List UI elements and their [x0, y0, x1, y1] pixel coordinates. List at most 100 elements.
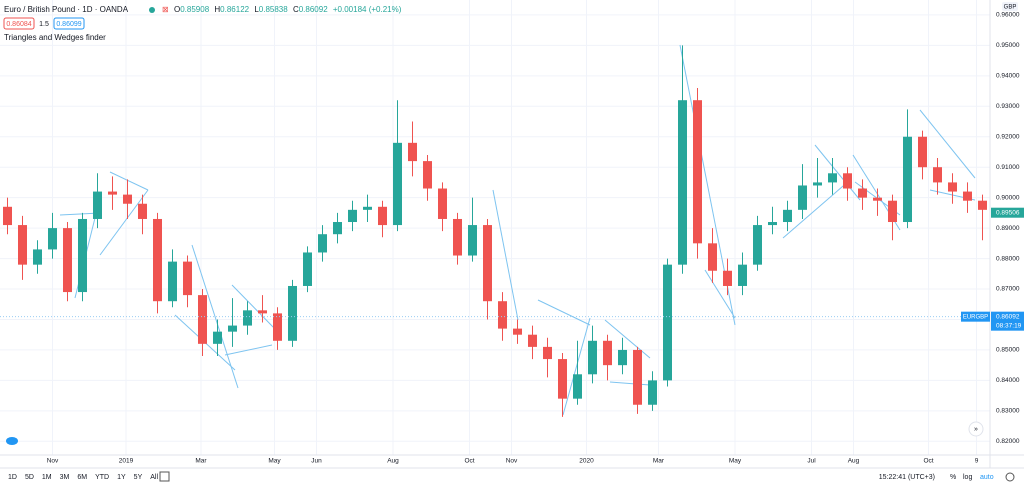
x-tick-label: 9	[975, 458, 979, 465]
y-tick-label: 0.83000	[996, 408, 1020, 415]
x-tick-label: May	[729, 458, 742, 465]
candle-body	[198, 295, 207, 344]
candle-body	[483, 225, 492, 302]
candle-body	[603, 340, 612, 366]
x-tick-label: May	[268, 458, 281, 465]
candle-body	[258, 310, 267, 314]
range-button[interactable]: 5Y	[134, 474, 143, 481]
candle-body	[513, 328, 522, 335]
candle-body	[3, 206, 12, 226]
candle-body	[903, 136, 912, 223]
range-button[interactable]: All	[150, 474, 158, 481]
candle-body	[123, 194, 132, 204]
candle-body	[423, 161, 432, 189]
candle-body	[63, 228, 72, 293]
x-tick-label: Jul	[807, 458, 816, 465]
auto-toggle[interactable]: auto	[980, 474, 994, 481]
candle-body	[618, 349, 627, 366]
candle-body	[558, 359, 567, 399]
range-button[interactable]: YTD	[95, 474, 109, 481]
candle-body	[693, 100, 702, 244]
x-tick-label: Nov	[506, 458, 518, 465]
x-tick-label: Aug	[848, 458, 860, 465]
candle-body	[813, 182, 822, 186]
y-tick-label: 0.91000	[996, 164, 1020, 171]
candle-body	[678, 100, 687, 265]
range-button[interactable]: 1D	[8, 474, 17, 481]
x-tick-label: 2020	[579, 458, 594, 465]
candle-body	[783, 209, 792, 223]
range-button[interactable]: 1M	[42, 474, 52, 481]
x-tick-label: Mar	[653, 458, 665, 465]
range-button[interactable]: 3M	[60, 474, 70, 481]
candles	[3, 45, 987, 417]
y-tick-label: 0.88000	[996, 255, 1020, 262]
currency-badge	[1002, 2, 1018, 11]
log-toggle[interactable]: log	[963, 474, 972, 481]
candle-body	[183, 261, 192, 296]
x-tick-label: Oct	[923, 458, 933, 465]
y-tick-label: 0.84000	[996, 377, 1020, 384]
currency: GBP	[1004, 5, 1017, 11]
candle-body	[288, 285, 297, 341]
candle-body	[528, 334, 537, 347]
candle-body	[108, 191, 117, 195]
axes: 0.820000.830000.840000.850000.860000.870…	[0, 12, 1024, 465]
ohlc: O0.85908 H0.86122 L0.85838 C0.86092 +0.0…	[174, 5, 402, 14]
range-button[interactable]: 1Y	[117, 474, 126, 481]
candle-body	[768, 222, 777, 226]
candle-body	[243, 310, 252, 326]
candle-body	[33, 249, 42, 265]
last-price-symbol-box	[961, 311, 990, 322]
candle-body	[918, 136, 927, 168]
ask: 0.86099	[56, 21, 81, 28]
y-tick-label: 0.90000	[996, 194, 1020, 201]
calendar-icon[interactable]	[159, 471, 170, 482]
candle-body	[858, 188, 867, 198]
candle-body	[408, 142, 417, 162]
y-tick-label: 0.92000	[996, 133, 1020, 140]
candle-body	[363, 206, 372, 210]
ask-box[interactable]	[53, 17, 85, 30]
y-tick-label: 0.95000	[996, 42, 1020, 49]
close-icon[interactable]: ⊠	[162, 5, 169, 14]
candle-body	[723, 270, 732, 286]
range-button[interactable]: 5D	[25, 474, 34, 481]
countdown: 08:37:19	[996, 322, 1022, 329]
spread: 1.5	[39, 21, 49, 28]
percent-toggle[interactable]: %	[950, 474, 956, 481]
candle-body	[648, 380, 657, 405]
candle-body	[573, 374, 582, 399]
y-tick-label: 0.82000	[996, 438, 1020, 445]
cloud-icon[interactable]	[6, 437, 18, 445]
candle-body	[663, 264, 672, 381]
candle-body	[318, 234, 327, 253]
symbol: Euro / British Pound · 1D · OANDA	[4, 5, 129, 14]
last-price-symbol: EURGBP	[963, 314, 988, 320]
candle-body	[543, 346, 552, 360]
last-price-box	[991, 311, 1024, 331]
last-price-label: 0.86092	[996, 313, 1020, 320]
bid: 0.86084	[6, 21, 31, 28]
candle-body	[843, 173, 852, 189]
candle-body	[93, 191, 102, 219]
range-button[interactable]: 6M	[77, 474, 87, 481]
x-tick-label: 2019	[119, 458, 134, 465]
candle-body	[18, 225, 27, 265]
scroll-button[interactable]	[968, 421, 984, 437]
settings-icon[interactable]	[1005, 472, 1015, 482]
indicator-label: 0.89506	[996, 209, 1020, 216]
candle-body	[393, 142, 402, 226]
candle-body	[228, 325, 237, 332]
candle-body	[333, 222, 342, 235]
candle-body	[168, 261, 177, 302]
y-tick-label: 0.89000	[996, 225, 1020, 232]
x-tick-label: Oct	[464, 458, 474, 465]
candle-body	[948, 182, 957, 192]
candle-body	[348, 209, 357, 223]
y-tick-label: 0.93000	[996, 103, 1020, 110]
bid-box[interactable]	[3, 17, 35, 30]
candle-body	[933, 167, 942, 183]
candle-body	[303, 252, 312, 286]
